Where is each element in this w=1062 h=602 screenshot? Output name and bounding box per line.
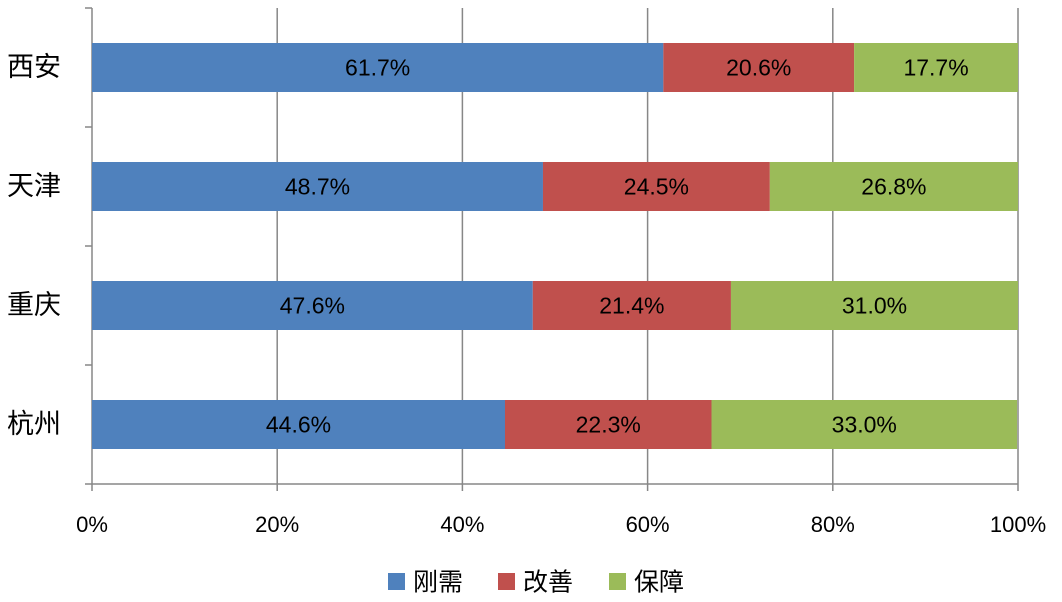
bar-segment	[92, 400, 505, 449]
data-label: 26.8%	[861, 174, 926, 200]
category-label: 杭州	[7, 409, 61, 440]
data-label: 24.5%	[624, 174, 689, 200]
x-tick-label: 60%	[626, 512, 670, 537]
legend-label: 保障	[634, 568, 684, 597]
bar-segment	[663, 43, 855, 92]
data-label: 48.7%	[285, 174, 350, 200]
x-tick-label: 20%	[255, 512, 299, 537]
bar-segment	[92, 281, 533, 330]
legend-label: 改善	[523, 568, 573, 597]
legend: 刚需 改善 保障	[388, 568, 684, 597]
category-label: 天津	[7, 171, 61, 202]
bar-segment	[730, 281, 1018, 330]
legend-swatch	[609, 573, 626, 590]
bar-segment	[92, 43, 664, 92]
x-tick-label: 40%	[440, 512, 484, 537]
data-label: 47.6%	[280, 293, 345, 319]
bar-segment	[542, 162, 770, 211]
category-label: 西安	[7, 52, 61, 83]
bar-segment	[711, 400, 1018, 449]
legend-swatch	[498, 573, 515, 590]
data-label: 44.6%	[266, 412, 331, 438]
data-label: 17.7%	[903, 55, 968, 81]
category-label: 重庆	[7, 290, 61, 321]
bar-segment	[769, 162, 1018, 211]
data-label: 21.4%	[599, 293, 664, 319]
data-labels: 61.7% 20.6% 17.7% 48.7% 24.5% 26.8% 47.6% 21.4%…	[266, 55, 969, 438]
bar-segment	[532, 281, 731, 330]
x-tick-label: 100%	[990, 512, 1046, 537]
bar-segment	[504, 400, 712, 449]
bar-segment	[854, 43, 1018, 92]
data-label: 31.0%	[842, 293, 907, 319]
bar-segment	[92, 162, 543, 211]
data-label: 22.3%	[576, 412, 641, 438]
legend-swatch	[388, 573, 405, 590]
bars	[92, 43, 1018, 449]
data-label: 33.0%	[832, 412, 897, 438]
data-label: 61.7%	[345, 55, 410, 81]
x-tick-label: 80%	[811, 512, 855, 537]
x-tick-label: 0%	[76, 512, 108, 537]
legend-label: 刚需	[413, 568, 463, 597]
data-label: 20.6%	[726, 55, 791, 81]
